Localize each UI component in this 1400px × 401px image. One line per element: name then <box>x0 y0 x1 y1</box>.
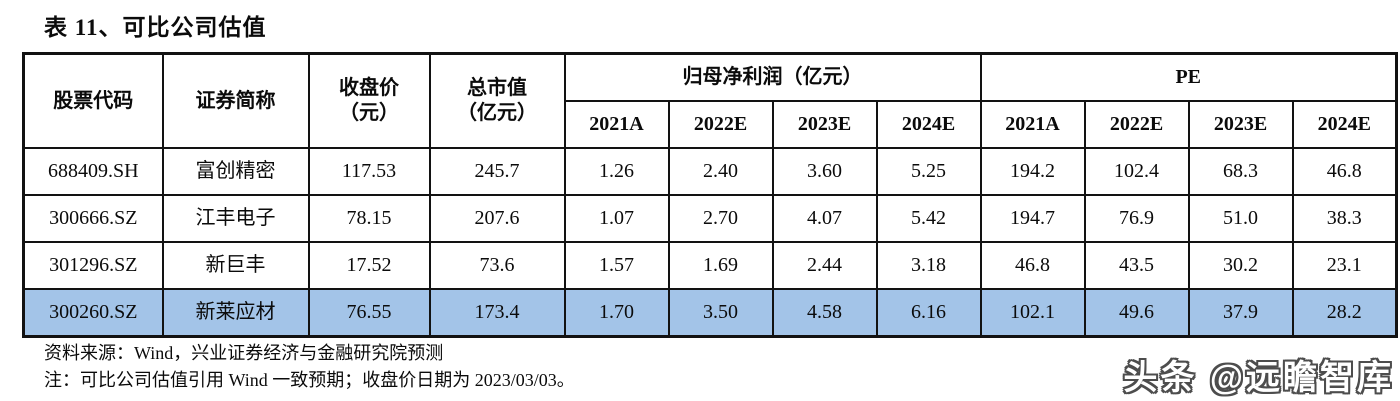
stock-code-cell: 300666.SZ <box>22 194 164 243</box>
pe-cell: 46.8 <box>1291 147 1398 196</box>
net-profit-cell: 4.07 <box>771 194 878 243</box>
market-cap-cell: 173.4 <box>428 288 566 338</box>
market-cap-cell: 207.6 <box>428 194 566 243</box>
col-header-close-price: 收盘价 （元） <box>307 52 431 149</box>
table-title: 表 11、可比公司估值 <box>44 15 267 40</box>
security-name-cell: 江丰电子 <box>161 194 310 243</box>
watermark: 头条 @远瞻智库 <box>1123 359 1394 397</box>
col-header-net-profit-group: 归母净利润（亿元） <box>563 52 982 102</box>
market-cap-cell: 245.7 <box>428 147 566 196</box>
year-header: 2023E <box>1187 100 1294 149</box>
net-profit-cell: 3.50 <box>667 288 774 338</box>
net-profit-cell: 6.16 <box>875 288 982 338</box>
net-profit-cell: 2.40 <box>667 147 774 196</box>
net-profit-cell: 2.70 <box>667 194 774 243</box>
net-profit-cell: 1.26 <box>563 147 670 196</box>
net-profit-cell: 1.70 <box>563 288 670 338</box>
net-profit-cell: 1.57 <box>563 241 670 290</box>
year-header: 2021A <box>979 100 1086 149</box>
pe-cell: 102.4 <box>1083 147 1190 196</box>
pe-cell: 43.5 <box>1083 241 1190 290</box>
year-header: 2024E <box>875 100 982 149</box>
net-profit-cell: 1.07 <box>563 194 670 243</box>
pe-cell: 23.1 <box>1291 241 1398 290</box>
year-header-row: 2021A 2022E 2023E 2024E 2021A 2022E 2023E 2024E <box>24 100 1398 149</box>
net-profit-cell: 2.44 <box>771 241 878 290</box>
security-name-cell: 新巨丰 <box>161 241 310 290</box>
valuation-table: 股票代码 证券简称 收盘价 （元） 总市值 （亿元） 归母净利润（亿元） PE … <box>22 52 1398 338</box>
market-cap-label-line1: 总市值 <box>467 77 527 99</box>
close-price-label-line1: 收盘价 <box>339 77 399 99</box>
pe-cell: 38.3 <box>1291 194 1398 243</box>
pe-cell: 49.6 <box>1083 288 1190 338</box>
close-price-label-line2: （元） <box>339 102 399 124</box>
security-name-cell: 新莱应材 <box>161 288 310 338</box>
col-header-security-name: 证券简称 <box>161 52 310 149</box>
pe-cell: 37.9 <box>1187 288 1294 338</box>
market-cap-label-line2: （亿元） <box>457 102 537 124</box>
group-header-row: 股票代码 证券简称 收盘价 （元） 总市值 （亿元） 归母净利润（亿元） PE <box>22 52 1398 149</box>
pe-cell: 46.8 <box>979 241 1086 290</box>
net-profit-cell: 3.60 <box>771 147 878 196</box>
close-price-cell: 117.53 <box>307 147 431 196</box>
net-profit-cell: 3.18 <box>875 241 982 290</box>
year-header: 2022E <box>1083 100 1190 149</box>
table-row-highlighted: 300260.SZ 新莱应材 76.55 173.4 1.70 3.50 4.58 6.16 1… <box>22 288 1398 338</box>
valuation-note: 注：可比公司估值引用 Wind 一致预期；收盘价日期为 2023/03/03。 <box>44 370 575 390</box>
net-profit-cell: 5.42 <box>875 194 982 243</box>
pe-cell: 28.2 <box>1291 288 1398 338</box>
stock-code-cell: 301296.SZ <box>22 241 164 290</box>
table-row: 301296.SZ 新巨丰 17.52 73.6 1.57 1.69 2.44 3.18 46.… <box>22 241 1398 290</box>
pe-cell: 68.3 <box>1187 147 1294 196</box>
market-cap-cell: 73.6 <box>428 241 566 290</box>
table-row: 688409.SH 富创精密 117.53 245.7 1.26 2.40 3.60 5.25… <box>22 147 1398 196</box>
col-header-stock-code: 股票代码 <box>22 52 164 149</box>
year-header: 2024E <box>1291 100 1398 149</box>
net-profit-cell: 4.58 <box>771 288 878 338</box>
close-price-cell: 76.55 <box>307 288 431 338</box>
close-price-cell: 17.52 <box>307 241 431 290</box>
pe-cell: 51.0 <box>1187 194 1294 243</box>
close-price-cell: 78.15 <box>307 194 431 243</box>
valuation-table-container: 股票代码 证券简称 收盘价 （元） 总市值 （亿元） 归母净利润（亿元） PE … <box>22 52 1398 338</box>
stock-code-cell: 300260.SZ <box>22 288 164 338</box>
year-header: 2023E <box>771 100 878 149</box>
year-header: 2021A <box>563 100 670 149</box>
pe-cell: 30.2 <box>1187 241 1294 290</box>
pe-cell: 194.2 <box>979 147 1086 196</box>
security-name-cell: 富创精密 <box>161 147 310 196</box>
pe-cell: 76.9 <box>1083 194 1190 243</box>
pe-cell: 102.1 <box>979 288 1086 338</box>
table-row: 300666.SZ 江丰电子 78.15 207.6 1.07 2.70 4.07 5.42 1… <box>22 194 1398 243</box>
col-header-pe-group: PE <box>979 52 1398 102</box>
source-note: 资料来源：Wind，兴业证券经济与金融研究院预测 <box>44 343 444 363</box>
stock-code-cell: 688409.SH <box>22 147 164 196</box>
pe-cell: 194.7 <box>979 194 1086 243</box>
col-header-market-cap: 总市值 （亿元） <box>428 52 566 149</box>
year-header: 2022E <box>667 100 774 149</box>
net-profit-cell: 5.25 <box>875 147 982 196</box>
net-profit-cell: 1.69 <box>667 241 774 290</box>
table-body: 688409.SH 富创精密 117.53 245.7 1.26 2.40 3.60 5.25… <box>22 147 1398 338</box>
footnotes: 资料来源：Wind，兴业证券经济与金融研究院预测 注：可比公司估值引用 Wind… <box>44 340 575 394</box>
